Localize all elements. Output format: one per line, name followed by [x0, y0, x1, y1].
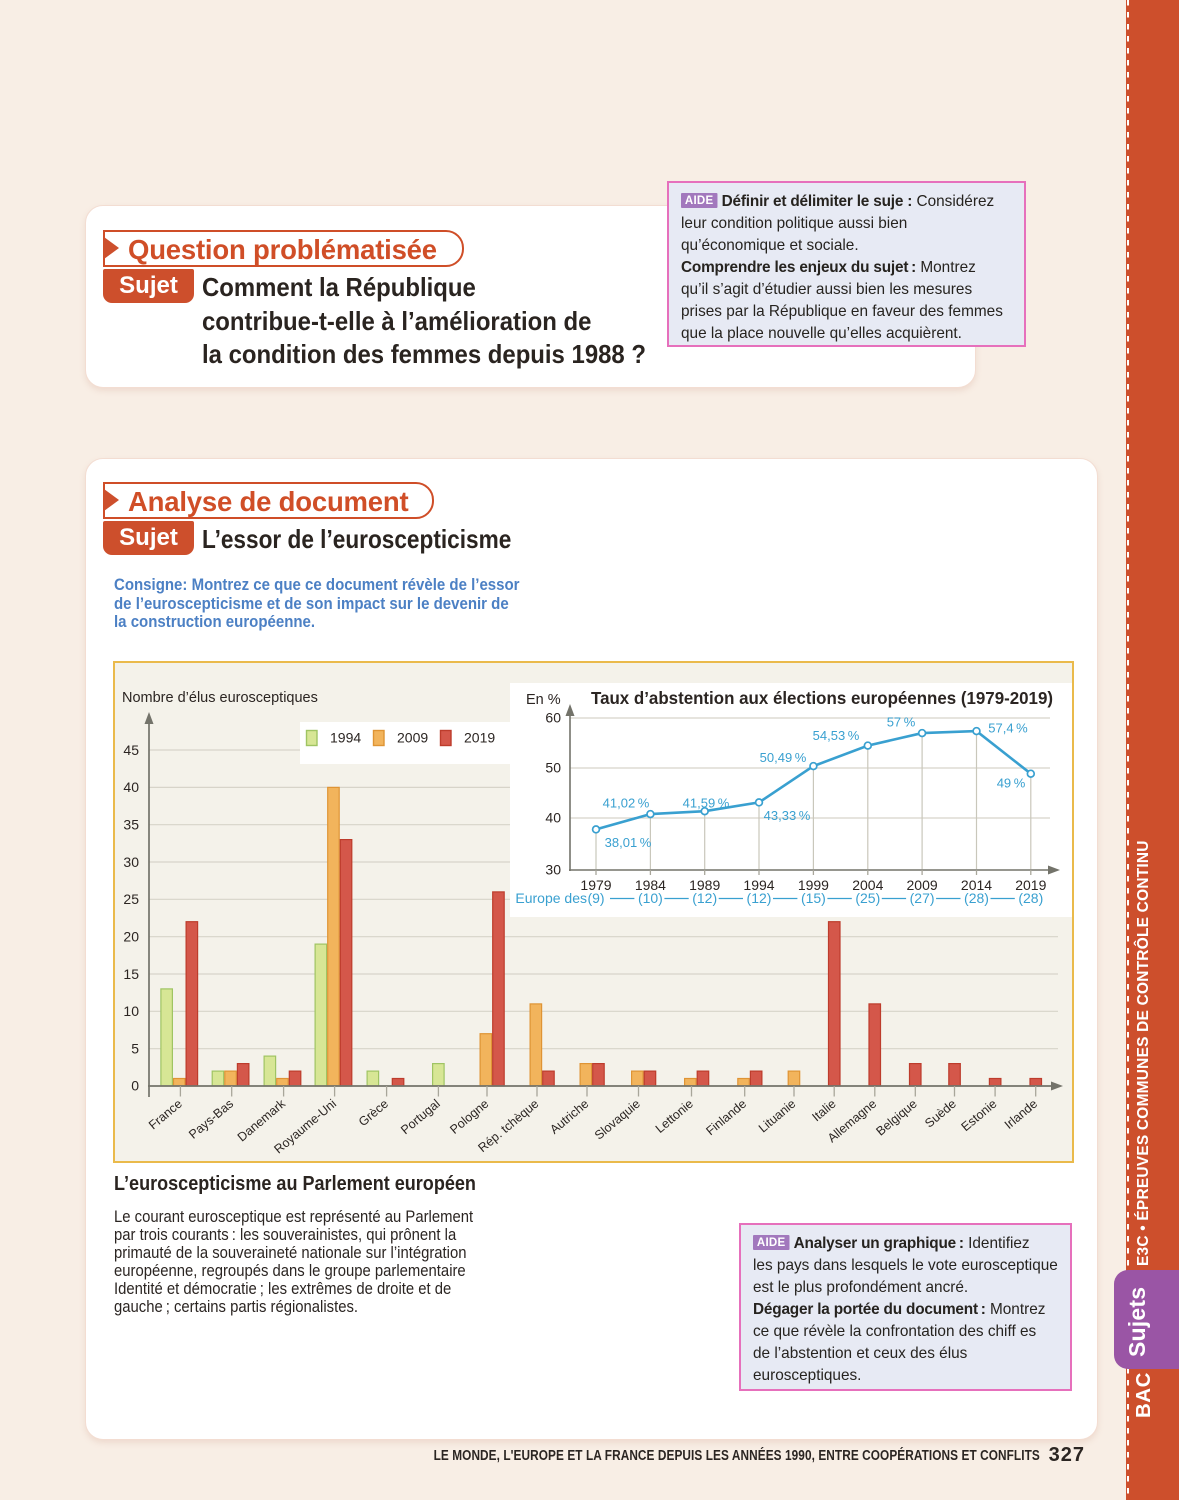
svg-text:(27): (27)	[910, 890, 935, 906]
svg-text:30: 30	[545, 862, 561, 878]
svg-text:1979: 1979	[580, 877, 611, 893]
svg-text:1989: 1989	[689, 877, 720, 893]
svg-text:(12): (12)	[747, 890, 772, 906]
svg-text:50,49 %: 50,49 %	[760, 750, 807, 765]
svg-text:45: 45	[123, 742, 139, 758]
svg-text:1984: 1984	[635, 877, 666, 893]
svg-text:1994: 1994	[330, 730, 361, 746]
svg-text:49 %: 49 %	[997, 776, 1026, 791]
svg-text:2004: 2004	[852, 877, 883, 893]
svg-text:57 %: 57 %	[887, 715, 916, 730]
svg-text:60: 60	[545, 710, 561, 726]
svg-text:2019: 2019	[1015, 877, 1046, 893]
svg-text:54,53 %: 54,53 %	[813, 728, 860, 743]
svg-text:41,59 %: 41,59 %	[683, 796, 730, 811]
svg-text:2019: 2019	[464, 730, 495, 746]
svg-text:35: 35	[123, 817, 139, 833]
svg-text:57,4 %: 57,4 %	[988, 721, 1028, 736]
svg-text:(9): (9)	[587, 890, 604, 906]
svg-text:41,02 %: 41,02 %	[603, 796, 650, 811]
svg-text:2014: 2014	[961, 877, 992, 893]
svg-text:(10): (10)	[638, 890, 663, 906]
svg-text:(28): (28)	[1018, 890, 1043, 906]
svg-text:15: 15	[123, 966, 139, 982]
svg-text:43,33 %: 43,33 %	[764, 808, 811, 823]
svg-text:2009: 2009	[907, 877, 938, 893]
svg-text:2009: 2009	[397, 730, 428, 746]
svg-text:(12): (12)	[692, 890, 717, 906]
svg-text:(15): (15)	[801, 890, 826, 906]
svg-text:25: 25	[123, 891, 139, 907]
svg-text:1994: 1994	[743, 877, 774, 893]
svg-text:50: 50	[545, 760, 561, 776]
svg-text:20: 20	[123, 929, 139, 945]
svg-text:(25): (25)	[855, 890, 880, 906]
svg-text:En %: En %	[526, 692, 561, 708]
svg-text:10: 10	[123, 1003, 139, 1019]
svg-text:Taux d’abstention aux élection: Taux d’abstention aux élections européen…	[591, 688, 1053, 708]
svg-text:(28): (28)	[964, 890, 989, 906]
svg-text:5: 5	[131, 1041, 139, 1057]
svg-text:40: 40	[545, 810, 561, 826]
svg-text:38,01 %: 38,01 %	[605, 835, 652, 850]
svg-text:1999: 1999	[798, 877, 829, 893]
svg-text:30: 30	[123, 854, 139, 870]
svg-text:Europe des: Europe des	[515, 890, 587, 906]
svg-text:40: 40	[123, 779, 139, 795]
svg-text:Nombre d’élus eurosceptiques: Nombre d’élus eurosceptiques	[122, 690, 318, 706]
svg-text:0: 0	[131, 1078, 139, 1094]
